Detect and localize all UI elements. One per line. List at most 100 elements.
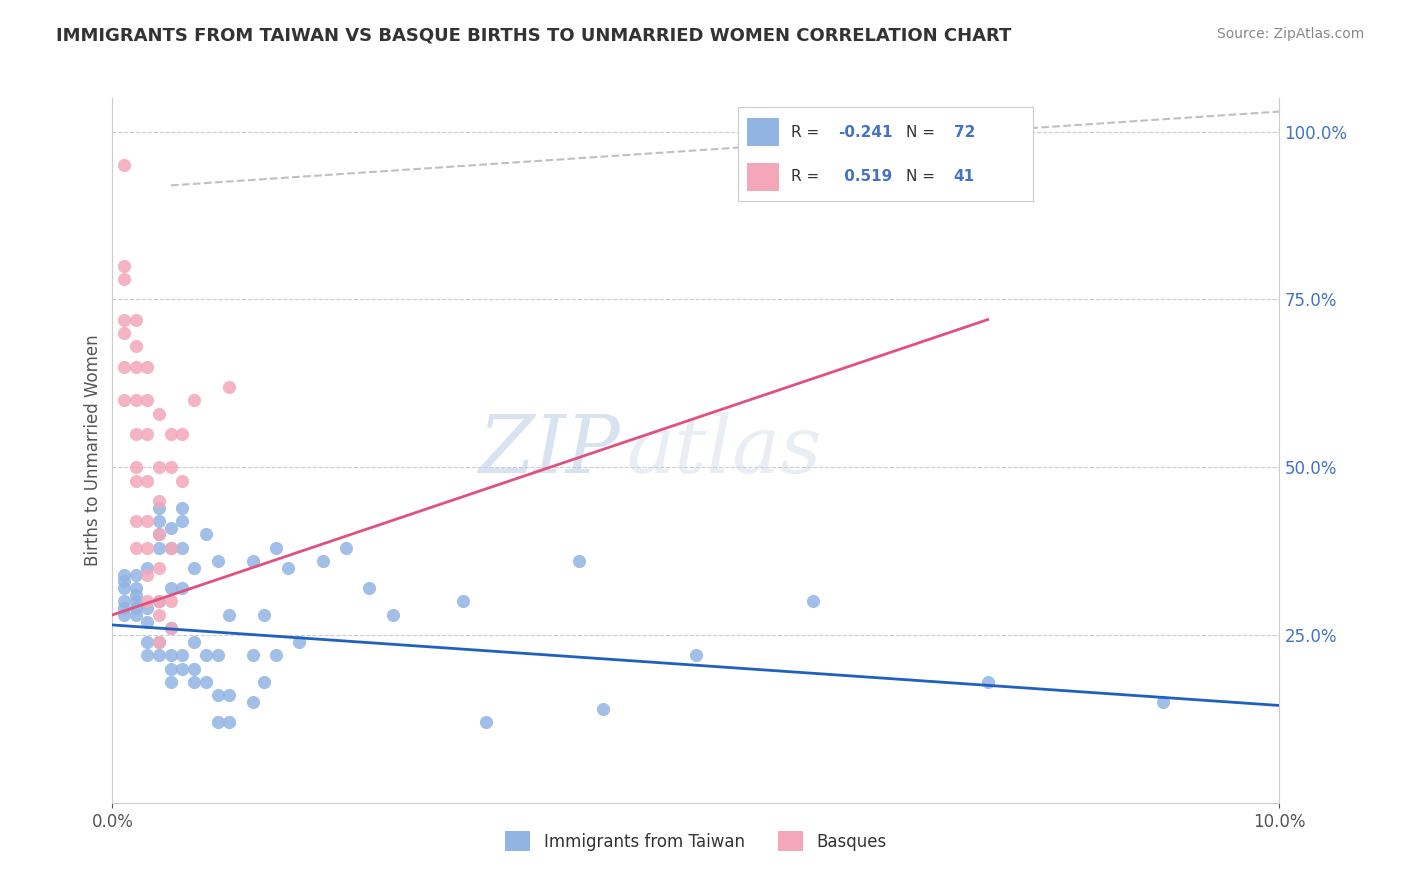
Point	[148, 460, 170, 475]
Point	[172, 541, 194, 555]
Point	[194, 675, 217, 690]
Point	[148, 541, 170, 555]
Point	[194, 648, 217, 662]
Point	[148, 500, 170, 515]
Point	[207, 689, 229, 703]
Point	[568, 554, 591, 568]
Y-axis label: Births to Unmarried Women: Births to Unmarried Women	[84, 334, 103, 566]
Point	[125, 339, 148, 353]
Point	[148, 407, 170, 421]
Point	[160, 594, 183, 608]
Text: ZIP: ZIP	[478, 412, 620, 489]
Point	[136, 426, 159, 441]
Point	[148, 594, 170, 608]
Point	[125, 393, 148, 408]
Point	[125, 426, 148, 441]
Point	[276, 561, 298, 575]
Point	[136, 561, 159, 575]
Point	[264, 648, 287, 662]
Point	[160, 621, 183, 635]
Point	[136, 474, 159, 488]
Point	[148, 561, 170, 575]
Point	[264, 541, 287, 555]
Point	[183, 675, 205, 690]
Point	[359, 581, 381, 595]
Point	[475, 715, 498, 730]
Point	[160, 426, 183, 441]
Point	[685, 648, 707, 662]
Point	[160, 541, 183, 555]
Point	[112, 393, 135, 408]
Point	[125, 581, 148, 595]
Point	[112, 272, 135, 286]
Point	[136, 359, 159, 374]
Point	[160, 662, 183, 676]
Point	[183, 561, 205, 575]
Text: IMMIGRANTS FROM TAIWAN VS BASQUE BIRTHS TO UNMARRIED WOMEN CORRELATION CHART: IMMIGRANTS FROM TAIWAN VS BASQUE BIRTHS …	[56, 27, 1011, 45]
Point	[242, 695, 264, 709]
Point	[172, 474, 194, 488]
Point	[172, 500, 194, 515]
Legend: Immigrants from Taiwan, Basques: Immigrants from Taiwan, Basques	[499, 824, 893, 858]
Point	[148, 594, 170, 608]
Point	[976, 675, 998, 690]
Point	[148, 634, 170, 648]
Point	[288, 634, 311, 648]
Point	[136, 594, 159, 608]
Point	[112, 594, 135, 608]
Point	[148, 527, 170, 541]
Text: N =: N =	[907, 125, 941, 140]
Point	[172, 514, 194, 528]
FancyBboxPatch shape	[747, 119, 779, 146]
Point	[136, 541, 159, 555]
Point	[112, 567, 135, 582]
Point	[160, 621, 183, 635]
Point	[112, 581, 135, 595]
Point	[207, 648, 229, 662]
Text: -0.241: -0.241	[838, 125, 893, 140]
Point	[136, 601, 159, 615]
Point	[112, 359, 135, 374]
Point	[183, 393, 205, 408]
Point	[160, 541, 183, 555]
Point	[253, 675, 276, 690]
Text: R =: R =	[792, 125, 824, 140]
Point	[148, 607, 170, 622]
Point	[136, 567, 159, 582]
Point	[160, 675, 183, 690]
Point	[125, 567, 148, 582]
Text: R =: R =	[792, 169, 824, 184]
Point	[242, 554, 264, 568]
Point	[160, 581, 183, 595]
Point	[112, 601, 135, 615]
Text: Source: ZipAtlas.com: Source: ZipAtlas.com	[1216, 27, 1364, 41]
Point	[148, 493, 170, 508]
Point	[160, 648, 183, 662]
Point	[207, 715, 229, 730]
Point	[451, 594, 474, 608]
Point	[112, 574, 135, 589]
Point	[125, 514, 148, 528]
Point	[194, 527, 217, 541]
Point	[253, 607, 276, 622]
Point	[125, 541, 148, 555]
Point	[335, 541, 357, 555]
Point	[172, 662, 194, 676]
Point	[592, 702, 614, 716]
Point	[136, 514, 159, 528]
Point	[125, 594, 148, 608]
Point	[125, 588, 148, 602]
Point	[218, 715, 240, 730]
Point	[218, 689, 240, 703]
Point	[381, 607, 404, 622]
Point	[148, 648, 170, 662]
Point	[801, 594, 824, 608]
Point	[125, 607, 148, 622]
Point	[172, 648, 194, 662]
Point	[183, 634, 205, 648]
Point	[160, 521, 183, 535]
Point	[112, 312, 135, 326]
Text: 0.519: 0.519	[838, 169, 891, 184]
Point	[125, 601, 148, 615]
Point	[112, 326, 135, 340]
